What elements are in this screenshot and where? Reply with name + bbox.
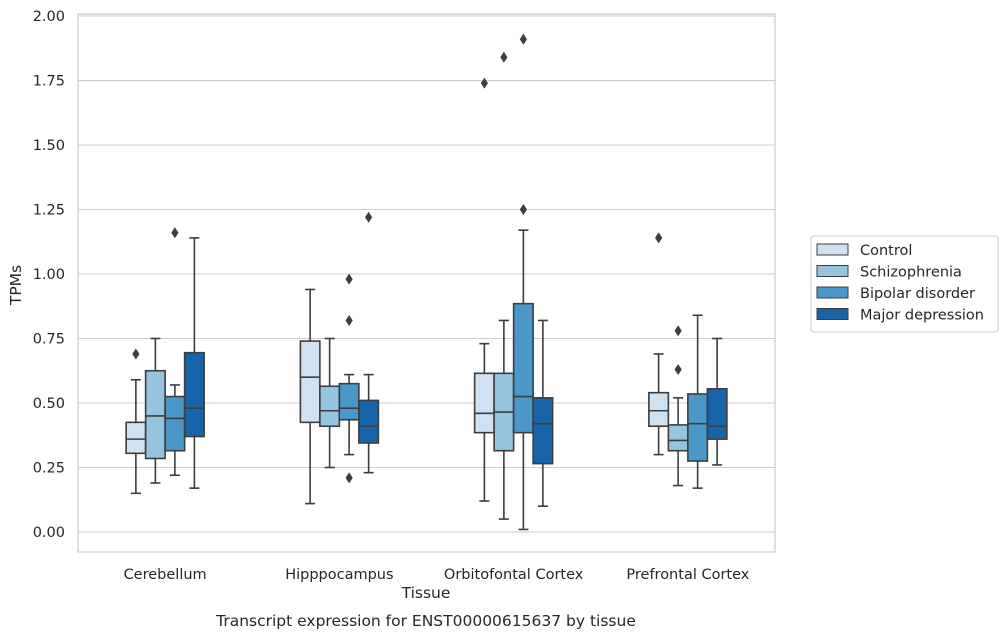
legend-label: Major depression — [860, 308, 984, 324]
plot-frame — [77, 13, 776, 553]
box-bipolar-disorder — [164, 227, 186, 477]
outlier-point — [171, 227, 179, 239]
box-bipolar-disorder — [687, 314, 709, 489]
box-schizophrenia — [493, 51, 515, 520]
outlier-point — [674, 363, 682, 375]
box-control — [648, 232, 670, 456]
y-tick-label: 0.00 — [33, 525, 65, 541]
y-tick-label: 0.75 — [33, 332, 65, 348]
outlier-point — [500, 51, 508, 63]
legend-label: Bipolar disorder — [860, 286, 975, 302]
outlier-point — [132, 348, 140, 360]
box-schizophrenia — [319, 337, 341, 469]
grid-lines — [78, 15, 775, 533]
y-axis-ticks: 0.00 0.25 0.50 0.75 1.00 1.25 1.50 1.75 2.00 — [33, 9, 65, 541]
box-bipolar-disorder — [338, 273, 360, 484]
outlier-point — [345, 472, 353, 484]
box-body — [687, 393, 709, 462]
y-tick-label: 0.50 — [33, 396, 65, 412]
legend-swatch — [816, 286, 849, 299]
box-major-depression — [358, 211, 380, 474]
box-bipolar-disorder — [512, 33, 534, 531]
y-tick-label: 0.25 — [33, 461, 65, 477]
legend-swatch — [816, 308, 849, 320]
legend-swatch — [816, 243, 849, 256]
box-control — [473, 77, 495, 502]
x-axis-ticks: Cerebellum Hipppocampus Orbitofontal Corte… — [124, 567, 750, 583]
box-major-depression — [183, 237, 205, 489]
outlier-point — [365, 211, 373, 223]
outlier-point — [519, 204, 527, 215]
box-body — [183, 351, 205, 438]
box-body — [338, 382, 360, 421]
y-axis-label: TPMs — [7, 265, 25, 306]
boxes-layer — [125, 33, 728, 531]
chart-caption: Transcript expression for ENST0000061563… — [215, 612, 636, 630]
box-schizophrenia — [667, 325, 689, 487]
y-tick-label: 1.50 — [33, 138, 65, 154]
box-body — [473, 372, 495, 434]
legend-swatch — [816, 265, 849, 277]
box-body — [358, 399, 380, 444]
box-body — [706, 388, 728, 440]
x-axis-label: Tissue — [401, 584, 451, 602]
box-body — [532, 397, 554, 465]
box-schizophrenia — [144, 337, 166, 484]
box-body — [667, 424, 689, 452]
box-body — [648, 391, 670, 428]
x-tick-label: Prefrontal Cortex — [626, 567, 749, 583]
outlier-point — [674, 325, 682, 337]
x-tick-label: Hipppocampus — [285, 567, 393, 583]
box-body — [319, 385, 341, 428]
y-tick-label: 2.00 — [33, 9, 65, 25]
outlier-point — [519, 33, 527, 45]
box-major-depression — [706, 337, 728, 466]
outlier-point — [655, 232, 663, 244]
box-body — [144, 369, 166, 460]
box-body — [299, 340, 321, 424]
legend: Control Schizophrenia Bipolar disorder Majo… — [810, 235, 999, 333]
y-tick-label: 1.25 — [33, 203, 65, 219]
outlier-point — [345, 314, 353, 326]
box-body — [512, 302, 534, 434]
legend-label: Schizophrenia — [860, 265, 962, 281]
x-tick-label: Orbitofontal Cortex — [444, 567, 584, 583]
box-control — [299, 288, 321, 505]
box-body — [125, 421, 147, 455]
y-tick-label: 1.75 — [33, 74, 65, 90]
box-body — [164, 395, 186, 452]
outlier-point — [345, 273, 353, 285]
legend-label: Control — [860, 243, 912, 259]
y-tick-label: 1.00 — [33, 267, 65, 283]
box-major-depression — [532, 319, 554, 508]
box-control — [125, 348, 147, 495]
x-tick-label: Cerebellum — [124, 567, 207, 583]
outlier-point — [480, 77, 488, 89]
legend-frame — [810, 235, 999, 333]
